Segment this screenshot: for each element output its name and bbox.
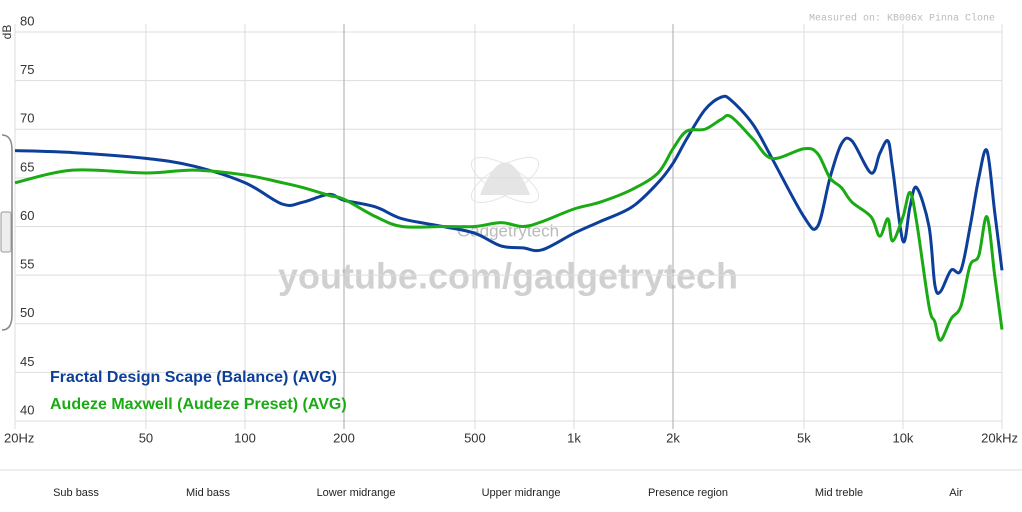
y-tick-label: 75 xyxy=(20,62,34,77)
y-tick-label: 40 xyxy=(20,402,34,417)
band-label: Sub bass xyxy=(53,487,99,499)
x-tick-label: 5k xyxy=(797,430,811,445)
legend-entry: Audeze Maxwell (Audeze Preset) (AVG) xyxy=(50,396,347,413)
y-tick-label: 55 xyxy=(20,257,34,272)
x-tick-label: 1k xyxy=(567,430,581,445)
band-label: Mid bass xyxy=(186,487,231,499)
x-tick-label: 200 xyxy=(333,430,355,445)
x-tick-label: 10k xyxy=(892,430,913,445)
series-line xyxy=(14,113,1004,342)
y-tick-label: 80 xyxy=(20,13,34,28)
band-label: Air xyxy=(949,487,963,499)
band-label: Upper midrange xyxy=(482,487,561,499)
y-tick-label: 60 xyxy=(20,208,34,223)
x-tick-label: 500 xyxy=(464,430,486,445)
x-tick-label: 50 xyxy=(139,430,153,445)
legend-entry: Fractal Design Scape (Balance) (AVG) xyxy=(50,369,337,386)
y-tick-label: 70 xyxy=(20,111,34,126)
range-handle[interactable] xyxy=(1,134,13,331)
y-tick-label: 50 xyxy=(20,305,34,320)
watermark: youtube.com/gadgetrytech xyxy=(278,256,738,297)
band-label: Mid treble xyxy=(815,487,863,499)
y-tick-label: 65 xyxy=(20,159,34,174)
y-tick-label: 45 xyxy=(20,354,34,369)
logo-icon xyxy=(470,156,540,204)
annotation: Measured on: KB006x Pinna Clone xyxy=(809,13,995,25)
x-tick-label: 20kHz xyxy=(981,430,1018,445)
band-label: Presence region xyxy=(648,487,728,499)
x-tick-label: 2k xyxy=(666,430,680,445)
range-grip[interactable] xyxy=(0,211,12,253)
x-tick-label: 20Hz xyxy=(4,430,34,445)
x-tick-label: 100 xyxy=(234,430,256,445)
band-label: Lower midrange xyxy=(317,487,396,499)
y-axis-label: dB xyxy=(0,25,14,40)
